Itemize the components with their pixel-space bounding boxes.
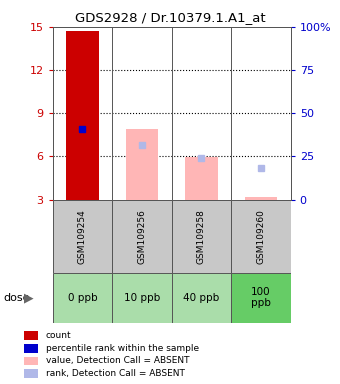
Bar bbox=[66, 31, 99, 200]
Text: GSM109254: GSM109254 bbox=[78, 209, 87, 263]
Bar bbox=[244, 197, 277, 200]
Text: GSM109256: GSM109256 bbox=[137, 209, 147, 263]
Text: value, Detection Call = ABSENT: value, Detection Call = ABSENT bbox=[46, 356, 189, 366]
Bar bbox=[172, 200, 231, 273]
Bar bbox=[231, 273, 291, 323]
Bar bbox=[112, 200, 172, 273]
Text: rank, Detection Call = ABSENT: rank, Detection Call = ABSENT bbox=[46, 369, 185, 378]
Bar bbox=[125, 129, 158, 200]
Bar bbox=[112, 273, 172, 323]
Text: 0 ppb: 0 ppb bbox=[68, 293, 97, 303]
Text: percentile rank within the sample: percentile rank within the sample bbox=[46, 344, 199, 353]
Text: dose: dose bbox=[3, 293, 30, 303]
Text: 100
ppb: 100 ppb bbox=[251, 287, 271, 308]
Text: GSM109260: GSM109260 bbox=[256, 209, 266, 263]
Text: GDS2928 / Dr.10379.1.A1_at: GDS2928 / Dr.10379.1.A1_at bbox=[75, 11, 265, 24]
Bar bbox=[172, 273, 231, 323]
Text: 40 ppb: 40 ppb bbox=[183, 293, 220, 303]
Text: ▶: ▶ bbox=[24, 291, 34, 304]
Bar bbox=[53, 273, 112, 323]
Bar bbox=[53, 200, 112, 273]
Text: 10 ppb: 10 ppb bbox=[124, 293, 160, 303]
Text: count: count bbox=[46, 331, 71, 340]
Text: GSM109258: GSM109258 bbox=[197, 209, 206, 263]
Bar bbox=[231, 200, 291, 273]
Bar bbox=[185, 157, 218, 200]
